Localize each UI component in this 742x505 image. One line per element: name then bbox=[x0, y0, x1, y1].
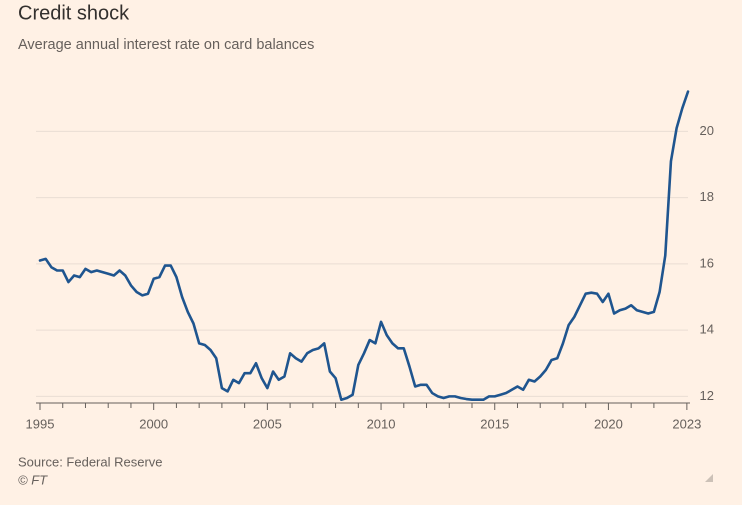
x-tick-label: 2015 bbox=[480, 416, 509, 431]
y-tick-label: 20 bbox=[700, 123, 714, 138]
chart-subtitle: Average annual interest rate on card bal… bbox=[18, 37, 314, 53]
x-tick-label: 2023 bbox=[672, 416, 701, 431]
credit: © FT bbox=[18, 472, 48, 487]
x-tick-label: 1995 bbox=[26, 416, 55, 431]
chart-title: Credit shock bbox=[18, 2, 130, 24]
line bbox=[38, 90, 690, 401]
x-tick-label: 2010 bbox=[367, 416, 396, 431]
y-tick-label: 12 bbox=[700, 388, 714, 403]
source: Source: Federal Reserve bbox=[18, 454, 163, 469]
y-tick-label: 16 bbox=[700, 255, 714, 270]
x-tick-label: 2005 bbox=[253, 416, 282, 431]
x-tick-label: 2020 bbox=[594, 416, 623, 431]
y-tick-label: 14 bbox=[700, 322, 714, 337]
y-tick-label: 18 bbox=[700, 189, 714, 204]
x-tick-label: 2000 bbox=[139, 416, 168, 431]
resize-icon bbox=[705, 474, 713, 482]
